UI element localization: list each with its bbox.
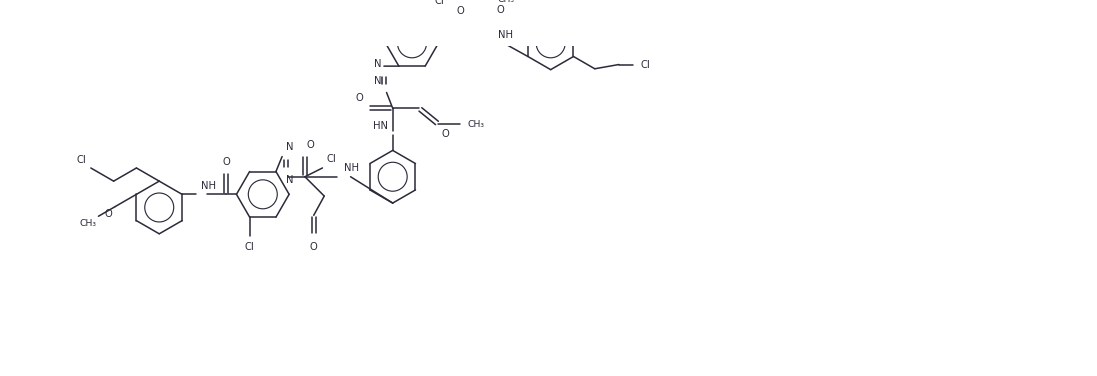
Text: N: N xyxy=(374,76,382,86)
Text: Cl: Cl xyxy=(434,0,444,6)
Text: O: O xyxy=(309,242,317,252)
Text: Cl: Cl xyxy=(77,155,87,165)
Text: O: O xyxy=(355,93,363,103)
Text: O: O xyxy=(456,6,464,16)
Text: N: N xyxy=(286,175,294,185)
Text: N: N xyxy=(374,59,382,69)
Text: N: N xyxy=(286,142,294,152)
Text: Cl: Cl xyxy=(245,242,255,252)
Text: O: O xyxy=(222,157,229,167)
Text: NH: NH xyxy=(202,181,216,191)
Text: O: O xyxy=(496,5,504,15)
Text: CH₃: CH₃ xyxy=(497,0,514,4)
Text: CH₃: CH₃ xyxy=(80,219,97,228)
Text: NH: NH xyxy=(344,163,360,173)
Text: O: O xyxy=(105,209,113,219)
Text: CH₃: CH₃ xyxy=(467,120,484,129)
Text: Cl: Cl xyxy=(641,59,651,70)
Text: Cl: Cl xyxy=(327,153,337,164)
Text: O: O xyxy=(307,140,315,150)
Text: O: O xyxy=(442,129,450,139)
Text: HN: HN xyxy=(373,121,388,131)
Text: NH: NH xyxy=(498,30,513,40)
